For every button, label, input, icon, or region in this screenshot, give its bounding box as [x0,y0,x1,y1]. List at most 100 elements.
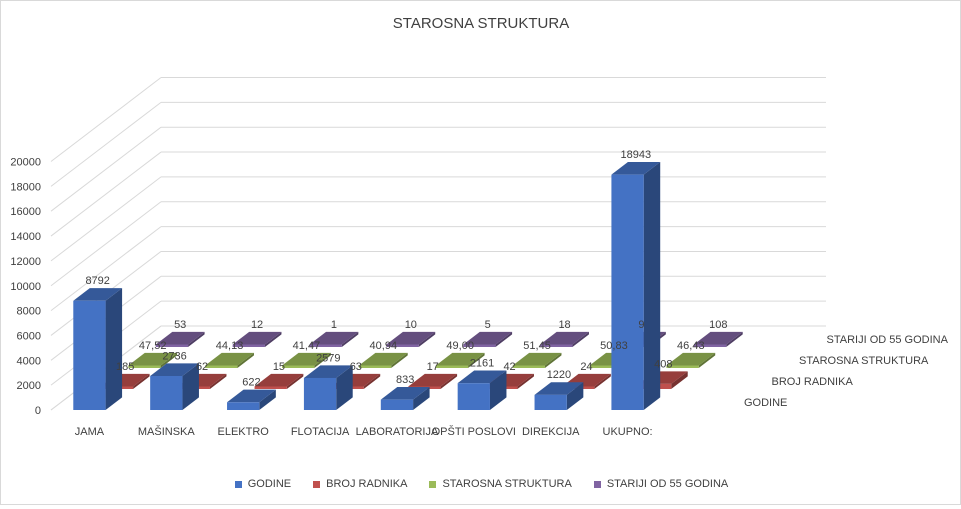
depth-axis: GODINE BROJ RADNIKA STAROSNA STRUKTURA STAR… [744,334,949,409]
bar-side-0-1 [182,363,199,410]
bar-top-3-7 [693,331,743,345]
gridline-side [50,101,162,187]
y-tick-label: 10000 [10,281,41,293]
bar-top-0-0 [73,288,123,301]
bar-side-2-4 [468,352,485,368]
bar-side-2-5 [544,352,562,368]
data-label: 62 [196,361,208,373]
x-tick-label: LABORATORIJA [356,426,439,438]
depth-tick-label: STARIJI OD 55 GODINA [827,334,949,346]
depth-tick-label: STAROSNA STRUKTURA [799,355,929,367]
bar-top-0-2 [227,389,276,403]
bar-3-2 [309,344,342,347]
bar-side-0-2 [259,389,276,410]
bar-top-0-6 [534,382,584,395]
bar-side-1-2 [286,373,304,389]
data-label: 15 [273,361,285,373]
bar-side-0-5 [489,370,507,410]
bar-2-3 [358,365,392,368]
bar-top-3-4 [463,331,513,345]
y-tick-label: 14000 [10,231,41,243]
x-axis: JAMA MAŠINSKA ELEKTRO FLOTACIJA LABORATORIJA… [75,425,653,438]
data-label: 41,47 [293,340,321,352]
bar-1-2 [254,386,287,389]
bar-side-1-0 [133,373,150,389]
bar-3-0 [155,344,189,347]
gridlines [50,77,826,411]
bar-side-3-1 [264,331,282,347]
data-label: 46,43 [677,340,705,352]
y-tick-label: 20000 [10,157,41,169]
y-tick-label: 6000 [17,330,41,342]
bar-top-2-2 [282,352,331,366]
y-axis: 0 2000 4000 6000 8000 10000 12000 14000 16000 180… [10,157,41,418]
data-label: 53 [174,319,186,331]
bar-top-3-1 [232,331,282,345]
data-label: 12 [251,319,263,331]
legend-item: STARIJI OD 55 GODINA [593,478,729,490]
bar-0-2 [227,402,260,410]
data-label: 51,45 [523,340,551,352]
bar-top-1-2 [254,373,304,387]
bar-0-3 [303,377,337,410]
bar-side-1-4 [440,373,458,389]
gridline-side [50,77,162,162]
data-label: 185 [116,361,134,373]
bar-side-1-3 [363,373,381,389]
legend-swatch [234,480,242,488]
bar-3-1 [232,344,265,347]
y-tick-label: 18000 [10,181,41,193]
data-label: 1220 [547,369,571,381]
bar-top-3-5 [540,331,589,345]
bar-top-0-5 [457,370,507,384]
bar-3-5 [540,344,573,347]
x-tick-label: DIREKCIJA [522,426,580,438]
bar-side-0-6 [566,382,584,410]
gridline-side [50,226,162,311]
data-label: 63 [350,361,362,373]
data-label: 9 [638,319,644,331]
bar-side-3-3 [418,331,436,347]
bar-side-2-3 [391,352,408,368]
data-label: 18 [558,319,570,331]
x-tick-label: MAŠINSKA [138,425,196,438]
legend-label: STARIJI OD 55 GODINA [606,478,729,490]
bar-side-3-0 [188,331,205,347]
bar-top-2-5 [512,352,562,366]
bar-side-2-0 [160,352,178,368]
chart-title: STAROSNA STRUKTURA [393,15,569,32]
bar-0-4 [380,399,414,410]
y-tick-label: 16000 [10,206,41,218]
legend: GODINE BROJ RADNIKA STAROSNA STRUKTURA STAR… [1,478,961,490]
bar-2-6 [589,365,622,368]
bar-2-4 [435,365,469,368]
y-tick-label: 12000 [10,256,41,268]
data-label: 5 [485,319,491,331]
bar-2-2 [282,365,315,368]
gridline-side [50,151,162,237]
bar-side-0-7 [643,162,661,410]
bar-top-2-4 [435,352,485,366]
bar-side-1-6 [594,373,611,389]
legend-label: BROJ RADNIKA [326,478,408,490]
x-tick-label: JAMA [75,426,105,438]
data-label: 42 [503,361,515,373]
legend-label: GODINE [247,478,292,490]
bar-side-2-1 [237,352,254,368]
x-tick-label: FLOTACIJA [291,426,350,438]
data-label: 622 [242,377,260,389]
bar-2-7 [666,365,699,368]
gridline-side [50,176,162,262]
data-label: 44,13 [216,340,244,352]
legend-swatch [313,480,321,488]
bar-top-3-3 [386,331,436,345]
y-tick-label: 8000 [17,306,41,318]
x-tick-label: OPŠTI POSLOVI [432,425,516,438]
bar-top-0-1 [150,363,199,377]
data-label: 2736 [162,350,186,362]
y-tick-label: 0 [35,405,41,417]
bar-side-2-7 [698,352,716,368]
data-label: 108 [709,319,727,331]
